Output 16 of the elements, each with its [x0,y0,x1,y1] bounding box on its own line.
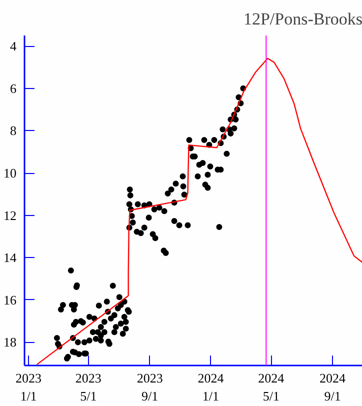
x-tick-label: 2024 5/1 [258,370,285,404]
y-tick-label: 10 [4,166,16,180]
x-tick-label: 2024 1/1 [198,370,224,404]
y-tick-label: 16 [4,292,17,308]
y-tick-label: 8 [10,123,16,138]
y-tick-label: 4 [10,38,17,54]
chart-title: 12P/Pons-Brooks [243,10,362,28]
x-tick-label: 2023 1/1 [15,370,42,404]
x-tick-label: 2024 9/1 [320,370,346,404]
line-series [36,58,362,366]
y-tick-label: 6 [10,80,17,96]
x-tick-label: 2023 5/1 [75,370,102,404]
y-tick-label: 18 [4,334,16,350]
x-tick-label: 2023 9/1 [136,370,163,404]
y-tick-label: 12 [4,208,16,223]
y-tick-label: 14 [4,250,17,266]
